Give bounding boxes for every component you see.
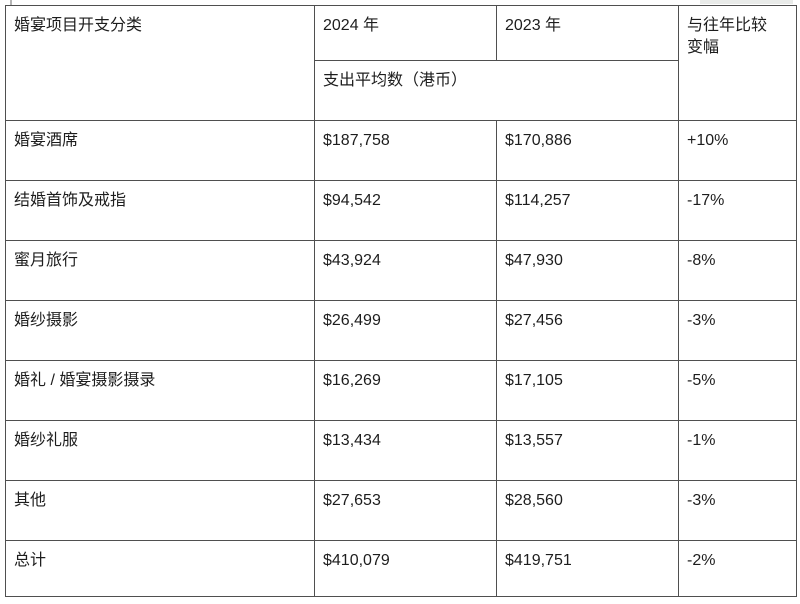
cell-category: 婚纱摄影 xyxy=(5,300,315,361)
top-edge-tick-artifact xyxy=(10,0,12,6)
col-header-2023: 2023 年 xyxy=(496,5,679,61)
cell-category: 婚礼 / 婚宴摄影摄录 xyxy=(5,360,315,421)
cell-2024-value: $16,269 xyxy=(314,360,497,421)
cell-2023-value: $27,456 xyxy=(496,300,679,361)
subheader-average-spend: 支出平均数（港币） xyxy=(314,60,679,121)
cell-2024-value: $26,499 xyxy=(314,300,497,361)
cell-2024-value: $94,542 xyxy=(314,180,497,241)
col-header-2024: 2024 年 xyxy=(314,5,497,61)
cell-2024-value: $13,434 xyxy=(314,420,497,481)
table-row-bridal-photography: 婚纱摄影 $26,499 $27,456 -3% xyxy=(5,300,797,361)
header-row-subheader: 支出平均数（港币） xyxy=(6,60,797,121)
cell-2023-value: $419,751 xyxy=(496,540,679,597)
top-edge-strip-artifact xyxy=(700,0,793,4)
header-row-years: 婚宴项目开支分类 2024 年 2023 年 与往年比较 变幅 xyxy=(5,5,797,121)
cell-2024-value: $187,758 xyxy=(314,120,497,181)
table-row-wedding-videography: 婚礼 / 婚宴摄影摄录 $16,269 $17,105 -5% xyxy=(5,360,797,421)
cell-category: 结婚首饰及戒指 xyxy=(5,180,315,241)
cell-change-value: -2% xyxy=(678,540,797,597)
cell-2024-value: $410,079 xyxy=(314,540,497,597)
cell-category: 其他 xyxy=(5,480,315,541)
cell-category: 总计 xyxy=(5,540,315,597)
cell-2023-value: $114,257 xyxy=(496,180,679,241)
table-row-jewellery: 结婚首饰及戒指 $94,542 $114,257 -17% xyxy=(5,180,797,241)
cell-2023-value: $13,557 xyxy=(496,420,679,481)
cell-change-value: -3% xyxy=(678,300,797,361)
cell-category: 蜜月旅行 xyxy=(5,240,315,301)
cell-category: 婚纱礼服 xyxy=(5,420,315,481)
cell-change-value: +10% xyxy=(678,120,797,181)
table-row-banquet: 婚宴酒席 $187,758 $170,886 +10% xyxy=(5,120,797,181)
cell-2023-value: $28,560 xyxy=(496,480,679,541)
cell-2023-value: $17,105 xyxy=(496,360,679,421)
cell-2023-value: $170,886 xyxy=(496,120,679,181)
table-row-bridal-gown: 婚纱礼服 $13,434 $13,557 -1% xyxy=(5,420,797,481)
table-row-others: 其他 $27,653 $28,560 -3% xyxy=(5,480,797,541)
col-header-category: 婚宴项目开支分类 xyxy=(5,5,315,121)
table-row-honeymoon: 蜜月旅行 $43,924 $47,930 -8% xyxy=(5,240,797,301)
table-row-total: 总计 $410,079 $419,751 -2% xyxy=(5,540,797,597)
col-header-change: 与往年比较 变幅 xyxy=(678,5,797,121)
cell-change-value: -17% xyxy=(678,180,797,241)
wedding-expense-table: 婚宴项目开支分类 2024 年 2023 年 与往年比较 变幅 支出平均数（港币… xyxy=(5,5,797,597)
cell-change-value: -8% xyxy=(678,240,797,301)
cell-change-value: -5% xyxy=(678,360,797,421)
cell-2024-value: $27,653 xyxy=(314,480,497,541)
cell-change-value: -3% xyxy=(678,480,797,541)
cell-2023-value: $47,930 xyxy=(496,240,679,301)
cell-2024-value: $43,924 xyxy=(314,240,497,301)
cell-category: 婚宴酒席 xyxy=(5,120,315,181)
cell-change-value: -1% xyxy=(678,420,797,481)
